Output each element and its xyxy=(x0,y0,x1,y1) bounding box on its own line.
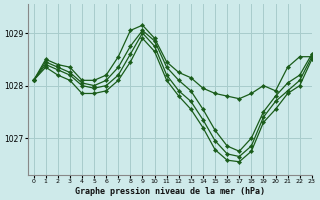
X-axis label: Graphe pression niveau de la mer (hPa): Graphe pression niveau de la mer (hPa) xyxy=(75,187,265,196)
